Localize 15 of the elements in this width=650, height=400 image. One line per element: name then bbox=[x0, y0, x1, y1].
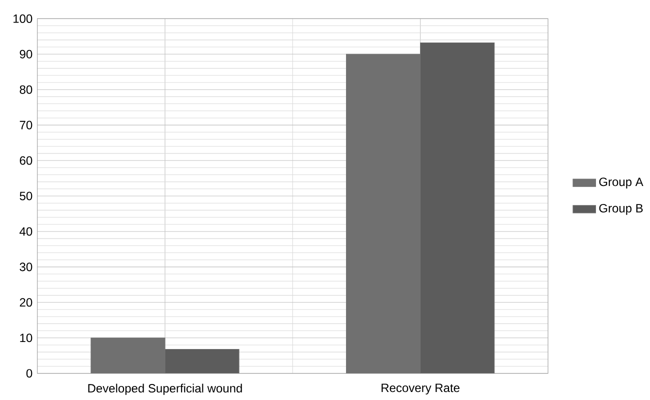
y-tick-label: 80 bbox=[20, 85, 32, 94]
y-tick-label: 60 bbox=[20, 156, 32, 165]
y-tick-label: 90 bbox=[20, 50, 32, 58]
x-tick-label: Developed Superficial wound bbox=[88, 384, 242, 395]
y-tick-label: 0 bbox=[26, 369, 32, 378]
y-tick-label: 50 bbox=[20, 192, 32, 200]
y-tick-label: 10 bbox=[20, 334, 32, 342]
y-tick-label: 30 bbox=[20, 262, 32, 272]
y-tick-label: 40 bbox=[20, 227, 32, 236]
y-tick-label: 70 bbox=[20, 120, 32, 130]
y-tick-label: 100 bbox=[14, 14, 32, 23]
y-tick-label: 20 bbox=[20, 298, 32, 307]
x-tick-label: Recovery Rate bbox=[382, 384, 460, 394]
legend-label: Group B bbox=[599, 204, 643, 215]
legend-label: Group A bbox=[599, 178, 644, 188]
